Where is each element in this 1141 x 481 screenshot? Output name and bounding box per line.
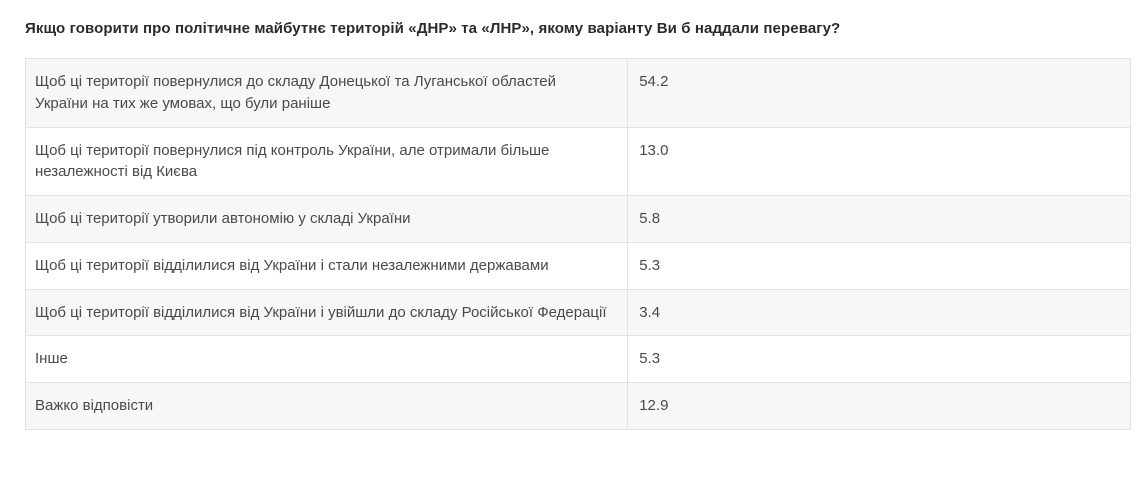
answer-percentage-value: 5.3 — [627, 335, 1131, 383]
answer-option-label: Щоб ці території повернулися під контрол… — [24, 126, 629, 196]
results-table-body: Щоб ці території повернулися до складу Д… — [24, 58, 1131, 430]
table-row: Інше 5.3 — [24, 335, 1131, 383]
answer-percentage-value: 5.8 — [627, 195, 1131, 243]
answer-option-label: Важко відповісти — [24, 382, 629, 430]
answer-option-label: Щоб ці території утворили автономію у ск… — [24, 195, 629, 243]
results-table: Щоб ці території повернулися до складу Д… — [24, 58, 1131, 430]
table-row: Щоб ці території повернулися під контрол… — [24, 126, 1131, 196]
answer-option-label: Щоб ці території відділилися від України… — [24, 241, 629, 290]
answer-percentage-value: 12.9 — [627, 382, 1131, 430]
answer-percentage-value: 54.2 — [627, 58, 1131, 128]
table-row: Щоб ці території відділилися від України… — [24, 288, 1131, 337]
question-title: Якщо говорити про політичне майбутнє тер… — [25, 20, 841, 37]
answer-percentage-value: 3.4 — [627, 288, 1131, 337]
answer-percentage-value: 13.0 — [627, 126, 1131, 196]
table-row: Важко відповісти 12.9 — [24, 382, 1131, 430]
table-row: Щоб ці території повернулися до складу Д… — [24, 58, 1131, 128]
answer-option-label: Щоб ці території повернулися до складу Д… — [24, 58, 629, 128]
table-row: Щоб ці території відділилися від України… — [24, 241, 1131, 290]
answer-percentage-value: 5.3 — [627, 241, 1131, 290]
answer-option-label: Щоб ці території відділилися від України… — [24, 288, 629, 337]
table-row: Щоб ці території утворили автономію у ск… — [24, 195, 1131, 243]
answer-option-label: Інше — [24, 335, 629, 383]
